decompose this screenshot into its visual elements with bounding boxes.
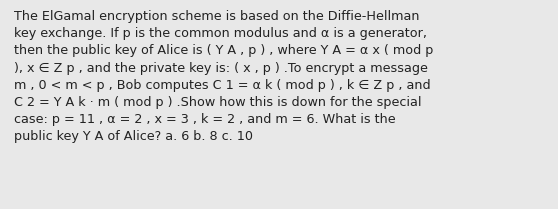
Text: The ElGamal encryption scheme is based on the Diffie-Hellman
key exchange. If p : The ElGamal encryption scheme is based o… bbox=[14, 10, 434, 143]
